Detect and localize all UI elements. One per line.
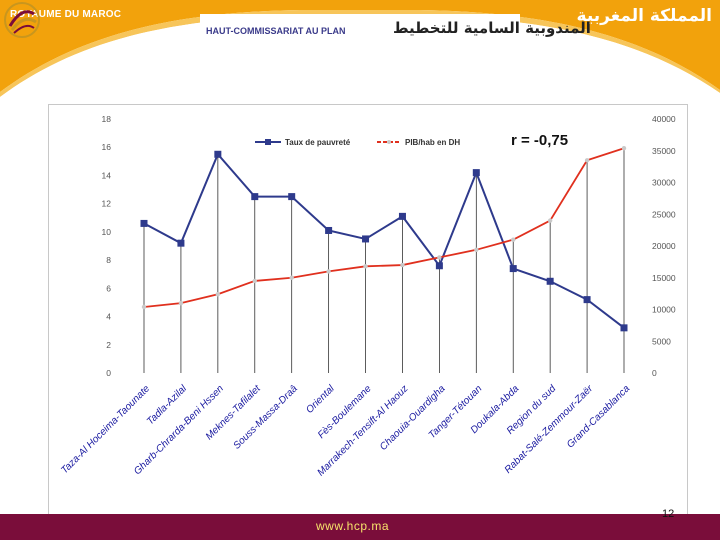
- series-line-gdp: [143, 147, 625, 308]
- gdp-point: [621, 146, 627, 151]
- page-number: 12: [662, 508, 675, 520]
- poverty-point: [472, 169, 480, 177]
- y-left-tick-label: 6: [106, 283, 111, 293]
- banner-shape: [0, 0, 720, 105]
- gdp-point: [363, 264, 368, 269]
- poverty-point: [251, 193, 259, 201]
- org-name-ar: المندوبية السامية للتخطيط: [393, 19, 591, 37]
- gdp-point: [400, 262, 405, 268]
- y-right-tick-label: 5000: [652, 336, 671, 346]
- poverty-point: [325, 226, 333, 234]
- poverty-point: [435, 262, 443, 270]
- y-left-tick-label: 8: [106, 255, 111, 265]
- legend-label-poverty: Taux de pauvreté: [285, 138, 351, 147]
- gdp-point: [141, 304, 147, 310]
- gdp-point: [474, 247, 479, 253]
- y-left-tick-label: 2: [106, 340, 111, 350]
- poverty-point: [546, 277, 554, 285]
- poverty-point: [140, 219, 148, 227]
- gdp-point: [289, 275, 294, 280]
- y-left-tick-label: 18: [102, 114, 112, 124]
- poverty-point: [620, 324, 628, 332]
- y-right-tick-label: 25000: [652, 209, 676, 219]
- y-left-tick-label: 16: [102, 142, 112, 152]
- gdp-point: [252, 278, 257, 284]
- series-line-poverty: [143, 152, 625, 329]
- gdp-point: [437, 255, 442, 260]
- y-right-tick-label: 35000: [652, 146, 676, 156]
- poverty-point: [288, 193, 296, 201]
- legend-marker-gdp: [387, 140, 391, 144]
- y-left-tick-label: 10: [102, 227, 112, 237]
- y-right-tick-label: 20000: [652, 241, 676, 251]
- y-right-tick-label: 15000: [652, 273, 676, 283]
- country-name-ar: المملكة المغربية: [576, 6, 712, 26]
- gdp-point: [215, 292, 221, 297]
- gdp-point: [511, 237, 516, 242]
- org-name-fr: HAUT-COMMISSARIAT AU PLAN: [206, 26, 346, 36]
- header-banner: ROYAUME DU MAROC المملكة المغربية HAUT-C…: [0, 0, 720, 105]
- poverty-point: [509, 265, 517, 273]
- category-label: Grand-Casablanca: [565, 383, 632, 450]
- y-left-tick-label: 12: [102, 199, 112, 209]
- legend-marker-poverty: [265, 139, 271, 145]
- poverty-point: [362, 235, 370, 243]
- poverty-point: [214, 150, 222, 158]
- gdp-point: [547, 218, 553, 223]
- gdp-point: [178, 300, 184, 306]
- chart-frame: 0 2 4 6 8 10 12 14 16 18 0 5000 10000 15000 20000 25000…: [48, 104, 688, 516]
- gdp-point: [584, 158, 590, 163]
- country-name-fr: ROYAUME DU MAROC: [10, 9, 122, 20]
- poverty-point: [398, 212, 406, 220]
- y-right-tick-label: 40000: [652, 114, 676, 124]
- y-right-tick-label: 10000: [652, 305, 676, 315]
- category-label: Chaouia-Ouardigha: [378, 383, 448, 453]
- y-left-tick-label: 14: [102, 170, 112, 180]
- category-label: Souss-Massa-Draâ: [232, 383, 301, 452]
- legend-label-gdp: PIB/hab en DH: [405, 138, 460, 147]
- y-left-tick-label: 4: [106, 312, 111, 322]
- poverty-gdp-chart: 0 2 4 6 8 10 12 14 16 18 0 5000 10000 15000 20000 25000…: [59, 114, 676, 479]
- website-link[interactable]: www.hcp.ma: [316, 519, 390, 533]
- y-right-tick-label: 30000: [652, 178, 676, 188]
- category-label: Oriental: [304, 383, 337, 416]
- gdp-point: [326, 269, 331, 274]
- y-left-tick-label: 0: [106, 368, 111, 378]
- footer-bar: [0, 514, 720, 540]
- poverty-point: [583, 296, 591, 304]
- correlation-annotation: r = -0,75: [511, 132, 568, 149]
- poverty-point: [177, 239, 185, 247]
- y-right-tick-label: 0: [652, 368, 657, 378]
- hcp-logo-icon: [4, 2, 40, 38]
